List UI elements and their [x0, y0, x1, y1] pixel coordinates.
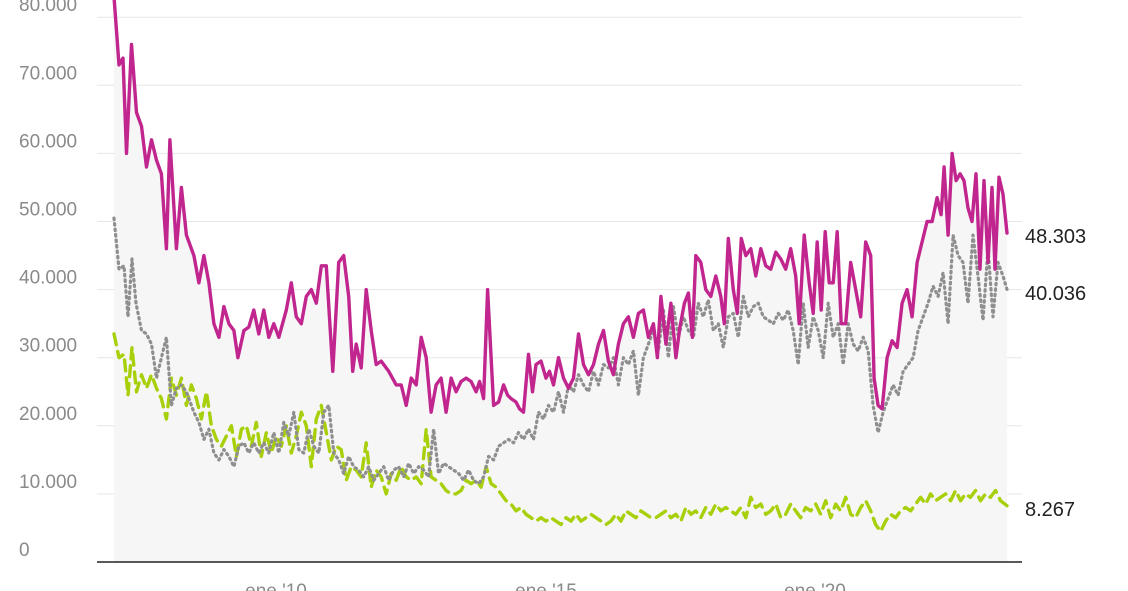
y-tick-label: 40.000	[19, 268, 77, 289]
series-layer	[112, 0, 1009, 534]
y-tick-label: 50.000	[19, 200, 77, 221]
x-tick-label: ene '10	[245, 581, 307, 591]
end-value-label-c: 8.267	[1025, 499, 1075, 521]
end-value-label-a: 48.303	[1025, 226, 1086, 248]
y-tick-label: 60.000	[19, 131, 77, 152]
series-line-b	[112, 216, 1009, 486]
end-value-label-b: 40.036	[1025, 283, 1086, 305]
series-line-a	[112, 0, 1009, 414]
x-tick-label: ene '15	[515, 581, 577, 591]
label-layer: 0 10.000 20.000 30.000 40.000 50.000 60.000 70.…	[19, 0, 1086, 591]
area-under-series-a	[114, 0, 1007, 562]
x-tick-label: ene '20	[784, 581, 846, 591]
y-tick-label: 80.000	[19, 0, 77, 16]
y-tick-label: 0	[19, 540, 30, 561]
y-tick-label: 20.000	[19, 404, 77, 425]
area-layer	[114, 0, 1007, 562]
y-tick-label: 70.000	[19, 63, 77, 84]
y-tick-label: 10.000	[19, 472, 77, 493]
y-tick-label: 30.000	[19, 336, 77, 357]
